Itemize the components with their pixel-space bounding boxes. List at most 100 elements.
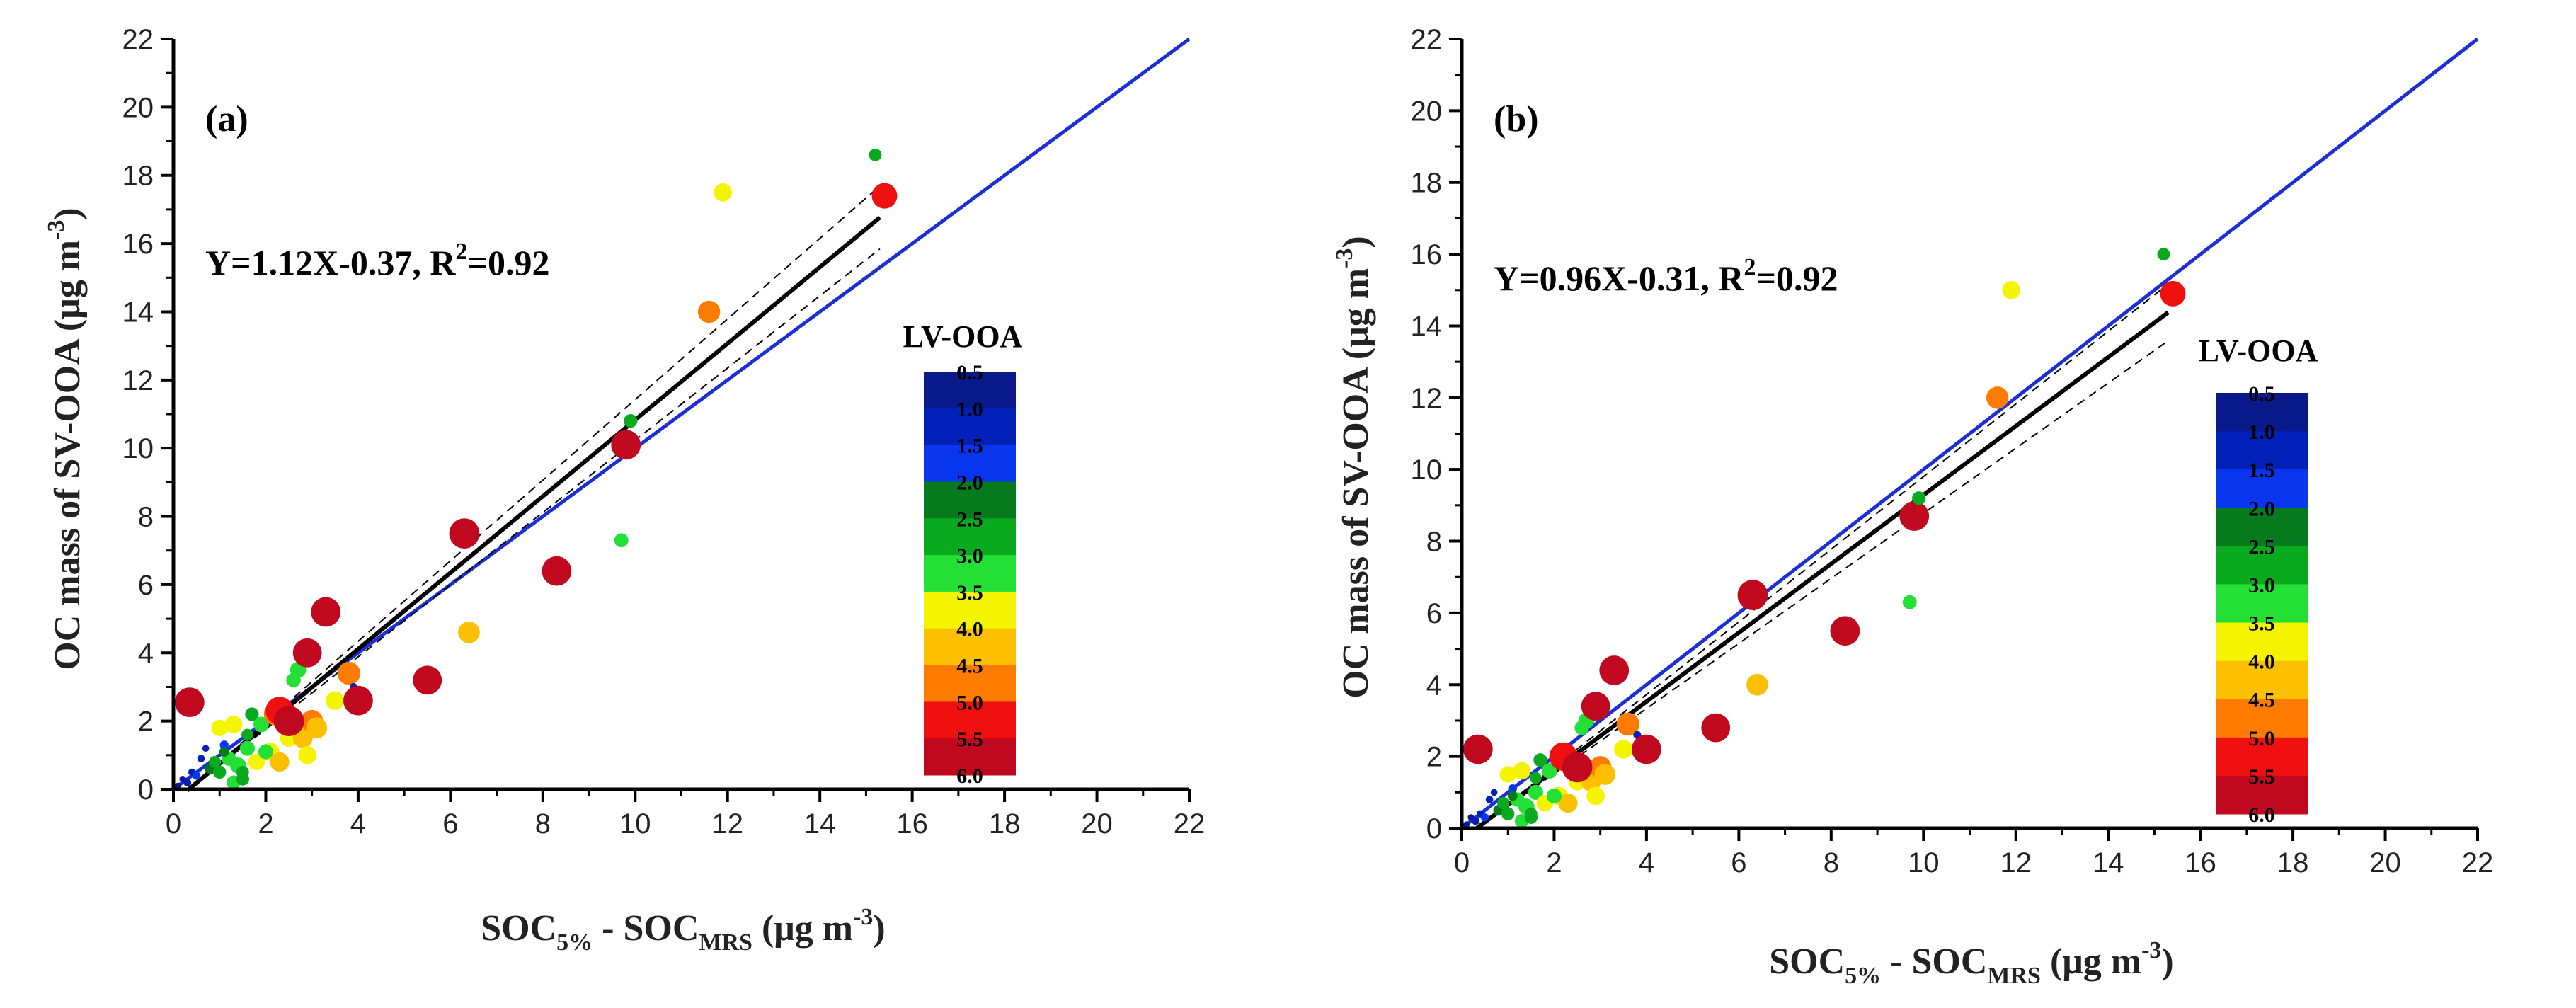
y-tick-label: 4 [1426, 670, 1442, 701]
data-point [183, 778, 192, 786]
legend-label: 1.5 [2248, 459, 2275, 482]
y-tick-label: 0 [138, 774, 154, 806]
legend-color-segment [924, 591, 1016, 629]
legend-label: 1.0 [956, 398, 983, 421]
data-point [1581, 692, 1610, 721]
x-tick-label: 22 [2462, 847, 2494, 878]
x-axis-title: SOC5% - SOCMRS (μg m-3) [1769, 937, 2174, 989]
data-point [1524, 807, 1538, 820]
legend-label: 4.0 [2248, 651, 2275, 674]
regression-line [1474, 310, 2170, 831]
x-tick-label: 0 [166, 808, 181, 840]
legend-color-segment [2216, 699, 2308, 738]
y-tick-label: 0 [1426, 813, 1442, 844]
data-point [1614, 740, 1633, 759]
legend-color-segment [2216, 660, 2308, 700]
data-point [258, 744, 274, 760]
legend-color-segment [924, 665, 1016, 702]
x-axis-title: SOC5% - SOCMRS (μg m-3) [481, 904, 886, 956]
x-tick-label: 8 [1824, 847, 1839, 878]
data-point [292, 638, 322, 668]
legend-label: 1.5 [956, 435, 983, 458]
data-point [211, 719, 228, 736]
legend-label: 6.0 [2248, 803, 2275, 827]
y-tick-label: 20 [122, 92, 154, 123]
x-tick-label: 18 [2277, 847, 2309, 878]
data-point [1497, 796, 1510, 810]
data-point [202, 745, 210, 752]
x-tick-label: 22 [1174, 808, 1206, 840]
x-tick-label: 14 [804, 808, 836, 840]
confidence-band [186, 248, 881, 791]
legend-label: 2.0 [956, 471, 983, 494]
data-point [1507, 791, 1518, 801]
legend-label: 5.5 [2248, 765, 2275, 789]
legend-color-segment [2216, 431, 2308, 470]
data-point [413, 665, 442, 695]
x-tick-label: 16 [2185, 847, 2216, 878]
legend-label: 2.5 [2248, 535, 2275, 559]
y-tick-label: 10 [122, 433, 154, 464]
x-tick-label: 2 [1546, 847, 1562, 878]
y-axis-title: OC mass of SV-OOA (μg m-3) [43, 207, 88, 670]
data-point [270, 752, 290, 772]
data-point [241, 728, 253, 741]
data-point [1528, 784, 1543, 800]
data-point [1746, 673, 1768, 696]
data-point [239, 740, 255, 756]
x-tick-label: 12 [2000, 847, 2032, 878]
data-point [1830, 616, 1860, 646]
data-point [306, 717, 328, 739]
scatter-plot-b: 0 2 4 6 8 10 12 14 16 18 20 22 0 2 4 6 8 10 12 14 16 18 20 22 0… [1332, 24, 2494, 989]
data-point [611, 430, 641, 460]
x-tick-label: 10 [619, 808, 651, 840]
data-point [458, 622, 480, 643]
legend-label: 5.0 [956, 691, 983, 714]
legend-label: 3.5 [2248, 612, 2275, 636]
one-to-one-line [1460, 38, 2479, 830]
data-point [219, 740, 229, 750]
data-point [1485, 796, 1494, 803]
x-tick-label: 4 [1639, 847, 1654, 878]
legend-color-segment [2216, 469, 2308, 508]
legend-label: 2.5 [956, 508, 983, 531]
data-point [209, 755, 222, 769]
data-point [449, 518, 480, 549]
y-tick-label: 2 [138, 706, 154, 738]
data-point [197, 755, 205, 762]
legend-label: 3.0 [2248, 573, 2275, 597]
y-tick-label: 14 [122, 297, 154, 328]
y-tick-label: 18 [122, 161, 154, 192]
y-tick-label: 2 [1426, 742, 1442, 773]
legend-color-segment [2216, 737, 2308, 777]
legend-label: 2.0 [2248, 497, 2275, 520]
data-point [1986, 386, 2009, 409]
y-tick-label: 12 [122, 365, 154, 396]
data-point [1533, 753, 1547, 767]
legend-label: 3.0 [956, 544, 983, 568]
legend-color-segment [924, 408, 1016, 446]
legend-label: 1.0 [2248, 420, 2275, 444]
x-tick-label: 12 [711, 808, 743, 840]
data-point [1586, 786, 1605, 806]
x-tick-label: 10 [1908, 847, 1940, 878]
data-point [624, 414, 638, 428]
x-tick-label: 20 [1081, 808, 1113, 840]
data-point [1462, 734, 1493, 764]
y-tick-label: 20 [1411, 96, 1443, 127]
legend-color-segment [2216, 584, 2308, 624]
x-tick-label: 8 [535, 808, 551, 840]
data-point [1501, 807, 1515, 820]
data-point [2002, 280, 2021, 299]
confidence-band [1475, 283, 2169, 830]
legend-color-segment [924, 628, 1016, 666]
x-tick-label: 2 [258, 808, 273, 840]
data-point [219, 747, 229, 757]
data-point [542, 556, 572, 586]
y-tick-label: 10 [1411, 454, 1443, 486]
data-point [273, 706, 304, 737]
data-point [1899, 501, 1930, 531]
data-point [1480, 813, 1489, 822]
data-point [192, 772, 201, 780]
chart-panel-a: 0 2 4 6 8 10 12 14 16 18 20 22 0 2 4 6 8 10 12 14 16 18 20 22 0… [43, 24, 1206, 956]
